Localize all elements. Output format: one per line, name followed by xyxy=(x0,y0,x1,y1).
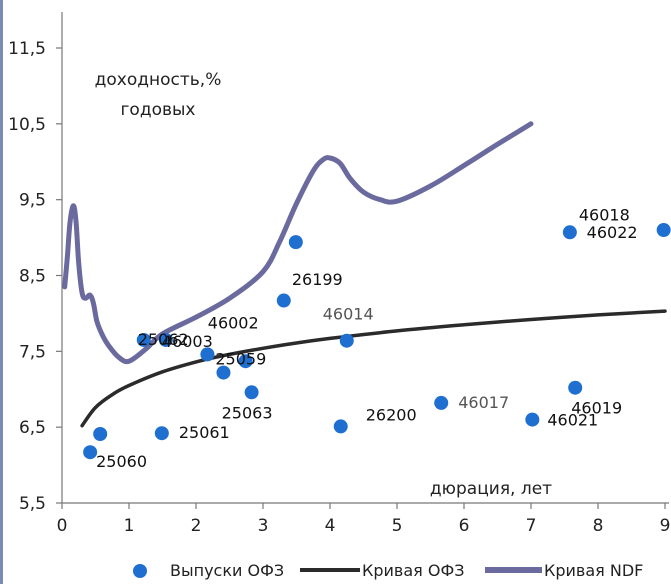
point-label: 46021 xyxy=(547,411,598,430)
x-tick-label: 8 xyxy=(593,516,604,536)
point-label: 25062 xyxy=(138,330,189,349)
y-axis-title-line1: доходность,% xyxy=(95,70,222,90)
legend-label-ofz: Кривая ОФЗ xyxy=(362,561,464,580)
data-point xyxy=(238,354,253,369)
y-tick-label: 5,5 xyxy=(19,494,46,514)
x-tick-label: 7 xyxy=(526,516,537,536)
data-point xyxy=(154,426,169,441)
y-tick-label: 6,5 xyxy=(19,418,46,438)
data-point xyxy=(83,445,98,460)
data-point xyxy=(158,332,173,347)
x-axis-title: дюрация, лет xyxy=(430,479,552,499)
series-line-ofz xyxy=(80,309,667,428)
legend-label-points: Выпуски ОФЗ xyxy=(170,561,284,580)
x-tick-label: 2 xyxy=(191,516,202,536)
point-label: 26200 xyxy=(366,405,417,424)
y-tick-label: 9,5 xyxy=(19,191,46,211)
x-tick-label: 9 xyxy=(660,516,671,536)
point-label: 46002 xyxy=(208,314,259,333)
data-point xyxy=(216,365,231,380)
point-label: 46018 xyxy=(579,205,630,224)
series-line-ndf xyxy=(62,121,534,365)
x-tick-label: 4 xyxy=(325,516,336,536)
data-point xyxy=(562,225,577,240)
left-border-strip xyxy=(0,0,3,584)
data-point xyxy=(93,426,108,441)
point-label: 46014 xyxy=(323,305,374,324)
data-point xyxy=(333,419,348,434)
y-tick-label: 10,5 xyxy=(8,115,46,135)
point-label: 25063 xyxy=(222,403,273,422)
data-point xyxy=(434,395,449,410)
x-tick-label: 0 xyxy=(57,516,68,536)
point-label: 25060 xyxy=(96,452,147,471)
data-point xyxy=(339,333,354,348)
series-lines xyxy=(62,121,667,428)
data-point xyxy=(200,347,215,362)
data-point xyxy=(568,380,583,395)
point-label: 26199 xyxy=(292,270,343,289)
y-tick-label: 11,5 xyxy=(8,39,46,59)
legend-label-ndf: Кривая NDF xyxy=(544,561,643,580)
point-label: 46017 xyxy=(458,393,509,412)
point-label: 25061 xyxy=(179,423,230,442)
annotations: доходность,% годовых дюрация, лет xyxy=(95,70,553,499)
point-label: 46003 xyxy=(162,332,213,351)
y-tick-label: 8,5 xyxy=(19,267,46,287)
legend: Выпуски ОФЗ Кривая ОФЗ Кривая NDF xyxy=(133,561,643,580)
axes: 5,5 6,5 7,5 8,5 9,5 10,5 11,5 0 1 2 3 4 5 6 7 8 9 xyxy=(8,12,670,536)
data-points xyxy=(83,223,671,460)
y-axis-title-line2: годовых xyxy=(121,100,196,120)
data-point xyxy=(288,235,303,250)
point-label: 25059 xyxy=(215,349,266,368)
data-point xyxy=(525,412,540,427)
data-point xyxy=(276,293,291,308)
point-label: 46019 xyxy=(571,399,622,418)
data-point xyxy=(244,385,259,400)
x-tick-label: 3 xyxy=(258,516,269,536)
data-point xyxy=(656,223,671,237)
legend-marker-points xyxy=(133,564,147,578)
x-tick-label: 1 xyxy=(124,516,135,536)
point-label: 46022 xyxy=(587,223,638,242)
x-tick-label: 5 xyxy=(392,516,403,536)
x-tick-label: 6 xyxy=(459,516,470,536)
data-point xyxy=(136,332,151,347)
y-tick-label: 7,5 xyxy=(19,342,46,362)
